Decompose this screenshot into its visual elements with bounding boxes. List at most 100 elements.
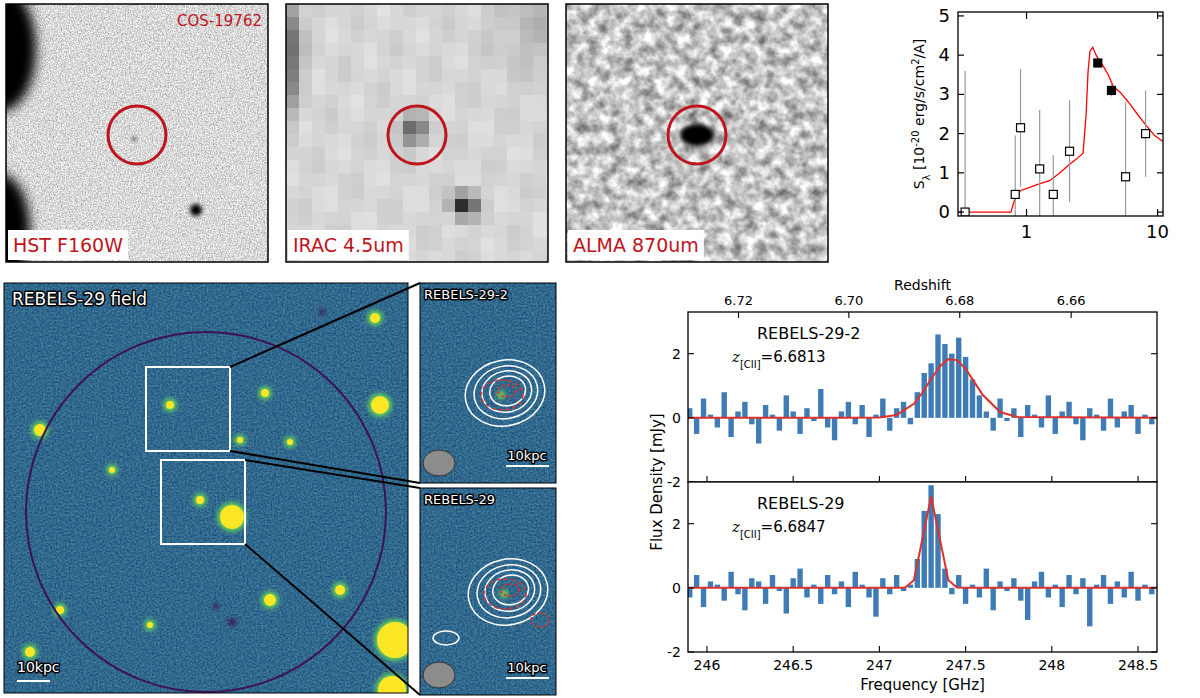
image-pixel [338,134,351,147]
image-pixel [325,17,338,30]
field-image: REBELS-29 field10kpc [4,283,416,698]
image-pixel [507,199,520,212]
y-tick-label: -2 [667,644,681,660]
redshift-annotation-part: =6.6813 [761,348,826,366]
photometry-point [1011,190,1019,198]
plot-background [688,312,1157,482]
image-pixel [533,225,546,238]
image-pixel [507,186,520,199]
image-pixel [455,17,468,30]
image-pixel [481,173,494,186]
channel-bar [894,575,899,588]
image-pixel [390,82,403,95]
field-source [371,396,389,414]
image-pixel [455,4,468,17]
image-pixel [481,17,494,30]
image-pixel [468,108,481,121]
channel-bar [1066,575,1071,588]
image-pixel [299,4,312,17]
image-pixel [507,82,520,95]
inset: REBELS-29-210kpc [420,283,556,483]
image-pixel [507,30,520,43]
image-pixel [507,17,520,30]
channel-bar [804,588,809,598]
image-pixel [351,186,364,199]
image-pixel [312,4,325,17]
image-pixel [299,199,312,212]
image-pixel [455,95,468,108]
image-pixel [533,108,546,121]
image-frame [566,4,828,262]
image-pixel [481,43,494,56]
image-pixel [429,4,442,17]
image-pixel [416,82,429,95]
image-pixel [377,160,390,173]
y-tick [1151,417,1157,418]
error-bar [965,71,966,216]
image-pixel [416,238,429,251]
image-pixel [377,173,390,186]
image-pixel [364,43,377,56]
image-pixel [481,121,494,134]
y-tick [958,133,964,134]
x-axis-title: Frequency [GHz] [860,676,985,694]
channel-bar [688,408,692,418]
image-pixel [403,199,416,212]
x-tick [879,476,880,482]
channel-bar [1018,588,1023,601]
image-pixel [403,69,416,82]
label-background [8,230,128,260]
y-tick-label: 0 [939,201,950,222]
image-frame [286,4,548,262]
scale-bar [17,680,50,682]
image-pixel [494,147,507,160]
image-pixel [299,147,312,160]
channel-bar [777,418,782,431]
image-pixel [351,147,364,160]
channel-bar [866,418,871,437]
image-pixel [494,160,507,173]
image-pixel [468,56,481,69]
image-pixel [468,4,481,17]
redshift-annotation: z[CII]=6.6813 [731,348,826,370]
image-pixel [351,134,364,147]
image-pixel [299,17,312,30]
channel-bar [1087,588,1092,626]
image-pixel [429,30,442,43]
image-pixel [351,173,364,186]
channel-bar [866,588,871,598]
image-pixel [533,173,546,186]
image-pixel [325,4,338,17]
x2-tick [959,312,960,318]
channel-bar [701,399,706,418]
image-pixel [364,173,377,186]
image-pixel [520,4,533,17]
image-pixel [416,56,429,69]
image-pixel [390,134,403,147]
zoom-connector [230,283,420,367]
image-pixel [299,186,312,199]
image-pixel [533,212,546,225]
y-axis-title-part: [10 [911,147,927,175]
image-pixel [468,173,481,186]
image-source [6,4,36,111]
spectrum-title: REBELS-29 [757,494,845,513]
image-pixel [377,108,390,121]
photometry-point [1094,59,1102,67]
image-pixel [494,134,507,147]
field-title: REBELS-29 field [12,289,147,309]
image-pixel [299,134,312,147]
y-tick [1157,172,1163,173]
image-pixel [299,95,312,108]
image-pixel [286,4,299,17]
channel-bar [1115,418,1120,428]
x-tick [1137,476,1138,482]
contour-dashed [481,380,523,410]
image-pixel [286,134,299,147]
spectrum-chart: 246246.5247247.5248248.5-202REBELS-29z[C… [667,482,1158,694]
image-pixel [481,225,494,238]
image-pixel [325,121,338,134]
redshift-annotation-part: z [731,518,740,536]
image-pixel [429,199,442,212]
image-pixel [494,82,507,95]
